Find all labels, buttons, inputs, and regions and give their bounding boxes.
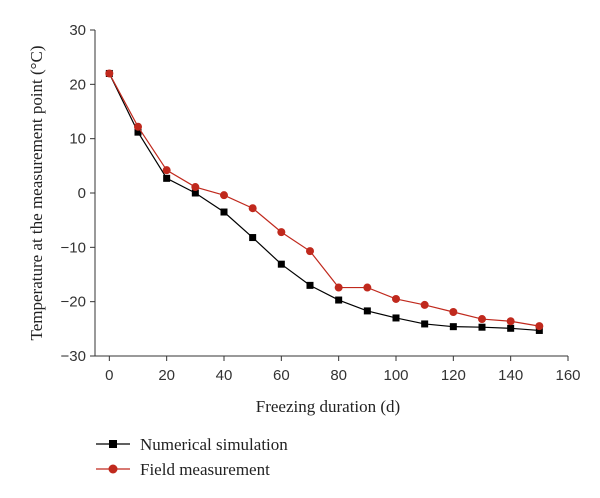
- data-point: [220, 208, 228, 216]
- data-point: [392, 314, 400, 322]
- y-ticks: −30 −20 −10 0 10 20 30: [61, 22, 95, 365]
- legend-item-field: Field measurement: [96, 460, 270, 479]
- data-point: [363, 283, 372, 292]
- x-ticks: 0 20 40 60 80 100 120 140 160: [105, 356, 581, 384]
- data-point: [191, 189, 199, 197]
- data-point: [306, 247, 314, 256]
- data-point: [162, 166, 171, 175]
- x-tick-label: 40: [216, 367, 233, 384]
- x-axis-title: Freezing duration (d): [256, 397, 400, 416]
- legend-marker-numerical: [109, 440, 117, 448]
- data-point: [248, 204, 257, 213]
- y-tick-label: 10: [69, 131, 86, 148]
- data-point: [392, 294, 400, 303]
- legend-marker-field: [108, 464, 118, 474]
- series-line: [108, 73, 540, 332]
- legend-label-field: Field measurement: [140, 460, 270, 479]
- x-tick-label: 80: [330, 367, 347, 384]
- data-point: [306, 281, 314, 289]
- data-point: [277, 228, 286, 237]
- y-axis-title: Temperature at the measurement point (°C…: [27, 46, 46, 341]
- axes: [94, 30, 568, 357]
- data-point: [478, 315, 486, 324]
- data-point: [421, 320, 429, 328]
- x-tick-label: 120: [441, 367, 466, 384]
- x-tick-label: 160: [555, 367, 580, 384]
- series-field-measurement: [105, 69, 544, 331]
- legend-label-numerical: Numerical simulation: [140, 435, 288, 454]
- series-line: [108, 73, 540, 327]
- data-point: [507, 324, 515, 332]
- data-point: [105, 69, 114, 78]
- series-numerical-simulation: [105, 69, 543, 334]
- data-point: [535, 322, 544, 331]
- y-tick-label: 0: [78, 185, 86, 202]
- data-point: [163, 174, 171, 182]
- y-tick-label: −10: [61, 239, 86, 256]
- data-point: [220, 191, 228, 200]
- legend: Numerical simulation Field measurement: [96, 435, 288, 479]
- x-tick-label: 0: [105, 367, 113, 384]
- data-point: [277, 260, 285, 268]
- data-point: [478, 323, 486, 331]
- series-layer: [105, 69, 544, 334]
- data-point: [335, 296, 343, 304]
- x-tick-label: 60: [273, 367, 290, 384]
- data-point: [449, 307, 458, 316]
- y-tick-label: −20: [61, 294, 86, 311]
- x-tick-label: 140: [498, 367, 523, 384]
- data-point: [134, 128, 142, 136]
- x-tick-label: 100: [383, 367, 408, 384]
- y-tick-label: 20: [69, 76, 86, 93]
- data-point: [249, 234, 257, 242]
- data-point: [134, 122, 142, 131]
- y-tick-label: 30: [69, 22, 86, 39]
- y-tick-label: −30: [61, 348, 86, 365]
- data-point: [506, 317, 515, 326]
- data-point: [363, 307, 371, 315]
- data-point: [334, 283, 343, 292]
- x-tick-label: 20: [158, 367, 175, 384]
- data-point: [449, 323, 457, 331]
- legend-item-numerical: Numerical simulation: [96, 435, 288, 454]
- data-point: [420, 300, 429, 309]
- data-point: [191, 183, 200, 192]
- data-point: [535, 326, 543, 334]
